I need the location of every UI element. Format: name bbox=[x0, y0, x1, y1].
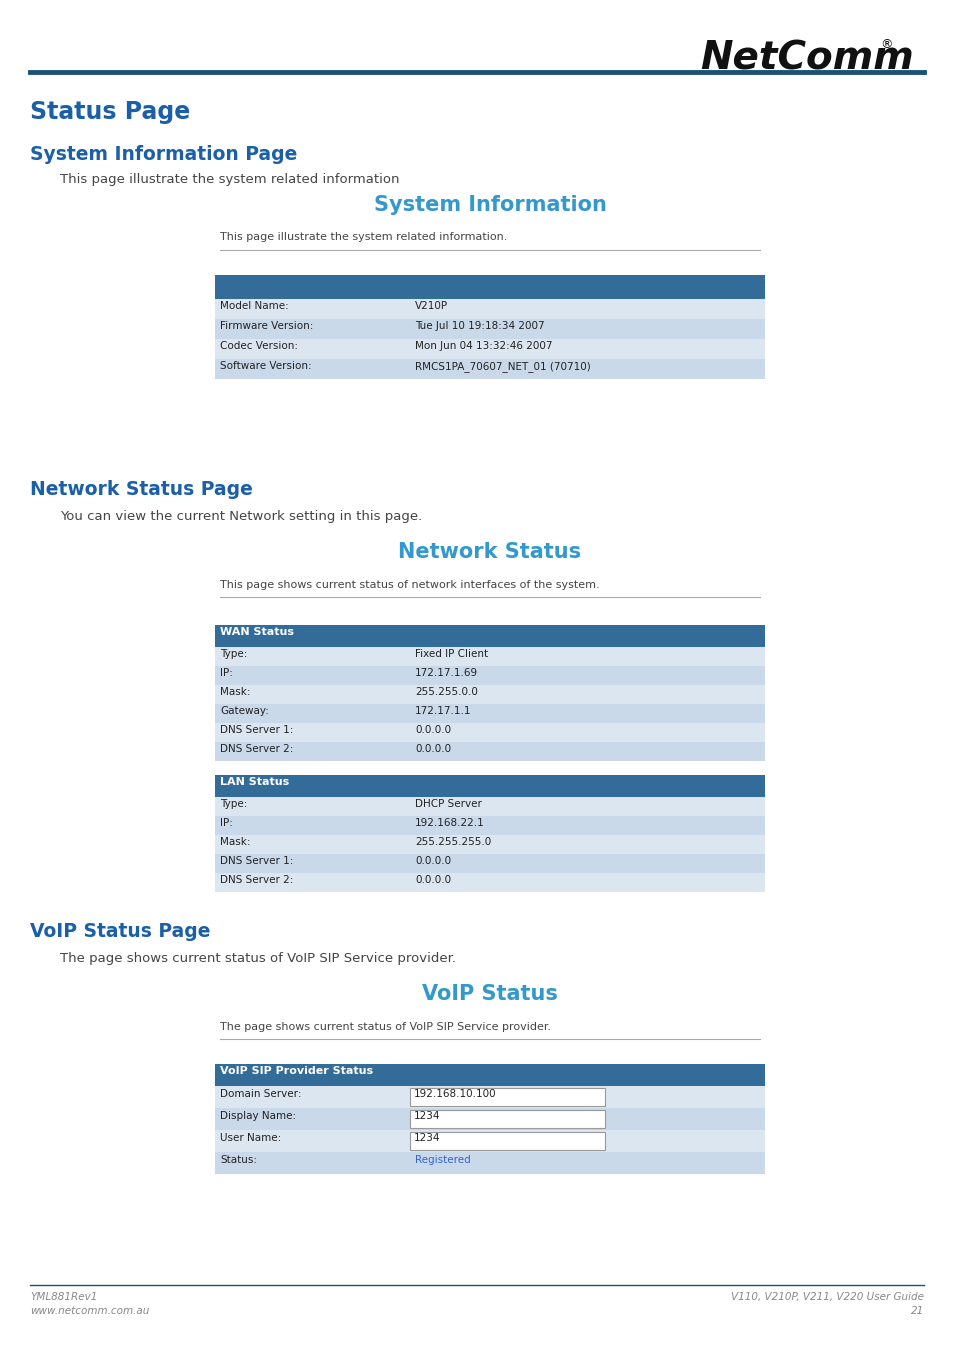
Text: 172.17.1.69: 172.17.1.69 bbox=[415, 668, 477, 678]
Text: This page illustrate the system related information: This page illustrate the system related … bbox=[60, 173, 399, 186]
Text: This page illustrate the system related information.: This page illustrate the system related … bbox=[220, 232, 507, 242]
Text: V210P: V210P bbox=[415, 301, 448, 310]
Text: This page shows current status of network interfaces of the system.: This page shows current status of networ… bbox=[220, 580, 599, 590]
Text: DHCP Server: DHCP Server bbox=[415, 799, 481, 809]
Text: Registered: Registered bbox=[415, 1156, 470, 1165]
Text: System Information Page: System Information Page bbox=[30, 144, 297, 163]
Text: LAN Status: LAN Status bbox=[220, 778, 289, 787]
Text: Software Version:: Software Version: bbox=[220, 360, 312, 371]
Text: 1234: 1234 bbox=[414, 1133, 440, 1143]
Text: WAN Status: WAN Status bbox=[220, 626, 294, 637]
Text: V110, V210P, V211, V220 User Guide: V110, V210P, V211, V220 User Guide bbox=[730, 1292, 923, 1301]
Text: DNS Server 1:: DNS Server 1: bbox=[220, 856, 294, 865]
Text: Mask:: Mask: bbox=[220, 837, 251, 846]
Text: 192.168.10.100: 192.168.10.100 bbox=[414, 1089, 497, 1099]
Text: Network Status: Network Status bbox=[398, 541, 581, 562]
Text: 0.0.0.0: 0.0.0.0 bbox=[415, 744, 451, 755]
Text: You can view the current Network setting in this page.: You can view the current Network setting… bbox=[60, 510, 422, 522]
Text: DNS Server 1:: DNS Server 1: bbox=[220, 725, 294, 734]
Text: 0.0.0.0: 0.0.0.0 bbox=[415, 875, 451, 886]
Text: Type:: Type: bbox=[220, 649, 247, 659]
Text: 0.0.0.0: 0.0.0.0 bbox=[415, 856, 451, 865]
Text: DNS Server 2:: DNS Server 2: bbox=[220, 875, 294, 886]
Text: Firmware Version:: Firmware Version: bbox=[220, 321, 313, 331]
Text: Status:: Status: bbox=[220, 1156, 256, 1165]
Text: Type:: Type: bbox=[220, 799, 247, 809]
Text: Tue Jul 10 19:18:34 2007: Tue Jul 10 19:18:34 2007 bbox=[415, 321, 544, 331]
Text: The page shows current status of VoIP SIP Service provider.: The page shows current status of VoIP SI… bbox=[60, 952, 456, 965]
Text: Gateway:: Gateway: bbox=[220, 706, 269, 716]
Text: 1234: 1234 bbox=[414, 1111, 440, 1120]
Text: RMCS1PA_70607_NET_01 (70710): RMCS1PA_70607_NET_01 (70710) bbox=[415, 360, 590, 371]
Text: YML881Rev1: YML881Rev1 bbox=[30, 1292, 97, 1301]
Text: DNS Server 2:: DNS Server 2: bbox=[220, 744, 294, 755]
Text: Mask:: Mask: bbox=[220, 687, 251, 697]
Text: Fixed IP Client: Fixed IP Client bbox=[415, 649, 488, 659]
Text: 21: 21 bbox=[910, 1305, 923, 1316]
Text: ®: ® bbox=[879, 38, 892, 51]
Text: Mon Jun 04 13:32:46 2007: Mon Jun 04 13:32:46 2007 bbox=[415, 342, 552, 351]
Text: VoIP Status Page: VoIP Status Page bbox=[30, 922, 211, 941]
Text: IP:: IP: bbox=[220, 668, 233, 678]
Text: 192.168.22.1: 192.168.22.1 bbox=[415, 818, 484, 828]
Text: Display Name:: Display Name: bbox=[220, 1111, 295, 1120]
Text: The page shows current status of VoIP SIP Service provider.: The page shows current status of VoIP SI… bbox=[220, 1022, 551, 1031]
Text: 255.255.0.0: 255.255.0.0 bbox=[415, 687, 477, 697]
Text: User Name:: User Name: bbox=[220, 1133, 281, 1143]
Text: System Information: System Information bbox=[374, 194, 606, 215]
Text: IP:: IP: bbox=[220, 818, 233, 828]
Text: Model Name:: Model Name: bbox=[220, 301, 289, 310]
Text: NetComm: NetComm bbox=[700, 40, 913, 78]
Text: 255.255.255.0: 255.255.255.0 bbox=[415, 837, 491, 846]
Text: Domain Server:: Domain Server: bbox=[220, 1089, 301, 1099]
Text: Status Page: Status Page bbox=[30, 100, 190, 124]
Text: 0.0.0.0: 0.0.0.0 bbox=[415, 725, 451, 734]
Text: www.netcomm.com.au: www.netcomm.com.au bbox=[30, 1305, 150, 1316]
Text: Codec Version:: Codec Version: bbox=[220, 342, 297, 351]
Text: VoIP Status: VoIP Status bbox=[421, 984, 558, 1004]
Text: Network Status Page: Network Status Page bbox=[30, 481, 253, 500]
Text: VoIP SIP Provider Status: VoIP SIP Provider Status bbox=[220, 1066, 373, 1076]
Text: 172.17.1.1: 172.17.1.1 bbox=[415, 706, 471, 716]
